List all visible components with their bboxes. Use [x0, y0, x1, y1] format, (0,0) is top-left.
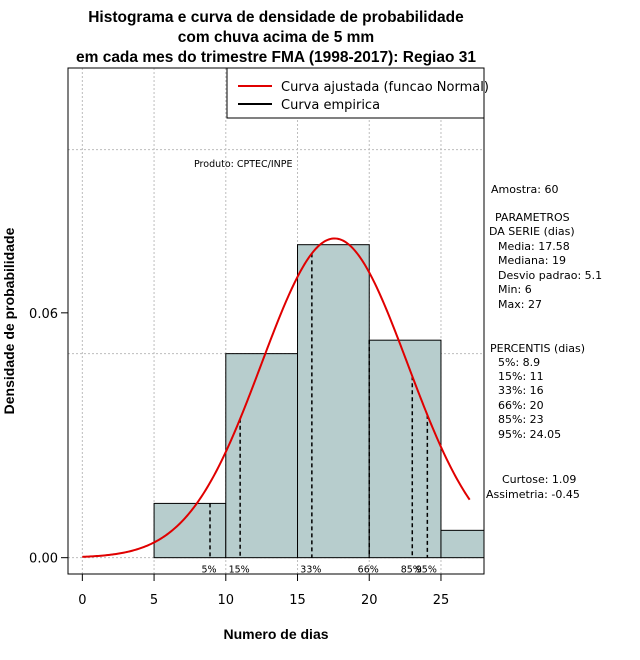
- stats-p95: 95%: 24.05: [498, 428, 561, 441]
- percentile-lines: [209, 253, 429, 558]
- stats-p66: 66%: 20: [498, 399, 544, 412]
- percentile-label-0: 5%: [201, 565, 216, 576]
- percentile-label-1: 15%: [229, 565, 250, 576]
- y-tick-label-0: 0.00: [29, 552, 58, 567]
- stats-min: Min: 6: [498, 283, 532, 296]
- x-tick-label-0: 0: [78, 593, 86, 608]
- x-tick-label-5: 25: [433, 593, 450, 608]
- histogram-bar-4: [440, 529, 485, 559]
- fitted-curve-group: [82, 237, 471, 558]
- percentile-label-2: 33%: [300, 565, 321, 576]
- percentile-label-3: 66%: [358, 565, 379, 576]
- histogram-bars: [153, 244, 485, 559]
- legend-fitted-label: Curva ajustada (funcao Normal): [281, 80, 489, 95]
- legend-box: [226, 67, 485, 119]
- legend: Curva ajustada (funcao Normal) Curva emp…: [226, 67, 489, 119]
- stats-assimetria: Assimetria: -0.45: [486, 488, 580, 501]
- histogram-bar-1: [225, 353, 299, 559]
- stats-max: Max: 27: [498, 298, 542, 311]
- percentile-label-4: 85%: [401, 565, 422, 576]
- percentile-labels: 5% 15% 33% 66% 85%95%: [201, 565, 436, 576]
- stats-p15: 15%: 11: [498, 370, 544, 383]
- stats-media: Media: 17.58: [498, 240, 570, 253]
- y-axis-title: Densidade de probabilidade: [1, 227, 17, 414]
- x-tick-label-3: 15: [289, 593, 306, 608]
- stats-amostra: Amostra: 60: [491, 183, 558, 196]
- chart-title-line-2: com chuva acima de 5 mm: [178, 29, 374, 46]
- chart-title-line-1: Histograma e curva de densidade de proba…: [88, 9, 464, 26]
- stats-mediana: Mediana: 19: [498, 254, 566, 267]
- stats-p85: 85%: 23: [498, 413, 544, 426]
- x-tick-label-1: 5: [150, 593, 158, 608]
- x-axis: 0 5 10 15 20 25: [78, 574, 449, 608]
- histogram-bar-3: [368, 339, 442, 559]
- stats-params-title-2: DA SERIE (dias): [489, 225, 575, 238]
- percentile-label-5: 95%: [416, 565, 437, 576]
- x-axis-title: Numero de dias: [223, 626, 328, 642]
- histogram-bar-2: [297, 244, 370, 559]
- stats-params-title-1: PARAMETROS: [495, 211, 570, 224]
- stats-panel: Amostra: 60 PARAMETROS DA SERIE (dias) M…: [486, 183, 602, 501]
- x-tick-label-2: 10: [218, 593, 235, 608]
- stats-p33: 33%: 16: [498, 384, 544, 397]
- y-tick-label-1: 0.06: [29, 307, 58, 322]
- stats-desvio: Desvio padrao: 5.1: [498, 269, 602, 282]
- stats-p5: 5%: 8.9: [498, 356, 540, 369]
- product-label: Produto: CPTEC/INPE: [194, 159, 293, 170]
- x-tick-label-4: 20: [361, 593, 378, 608]
- y-axis: 0.00 0.06: [29, 307, 68, 567]
- legend-empirical-label: Curva empirica: [281, 98, 380, 113]
- fitted-normal-curve: [82, 237, 471, 558]
- stats-percentis-title: PERCENTIS (dias): [490, 342, 585, 355]
- stats-curtose: Curtose: 1.09: [502, 473, 576, 486]
- chart-title-line-3: em cada mes do trimestre FMA (1998-2017)…: [76, 49, 476, 66]
